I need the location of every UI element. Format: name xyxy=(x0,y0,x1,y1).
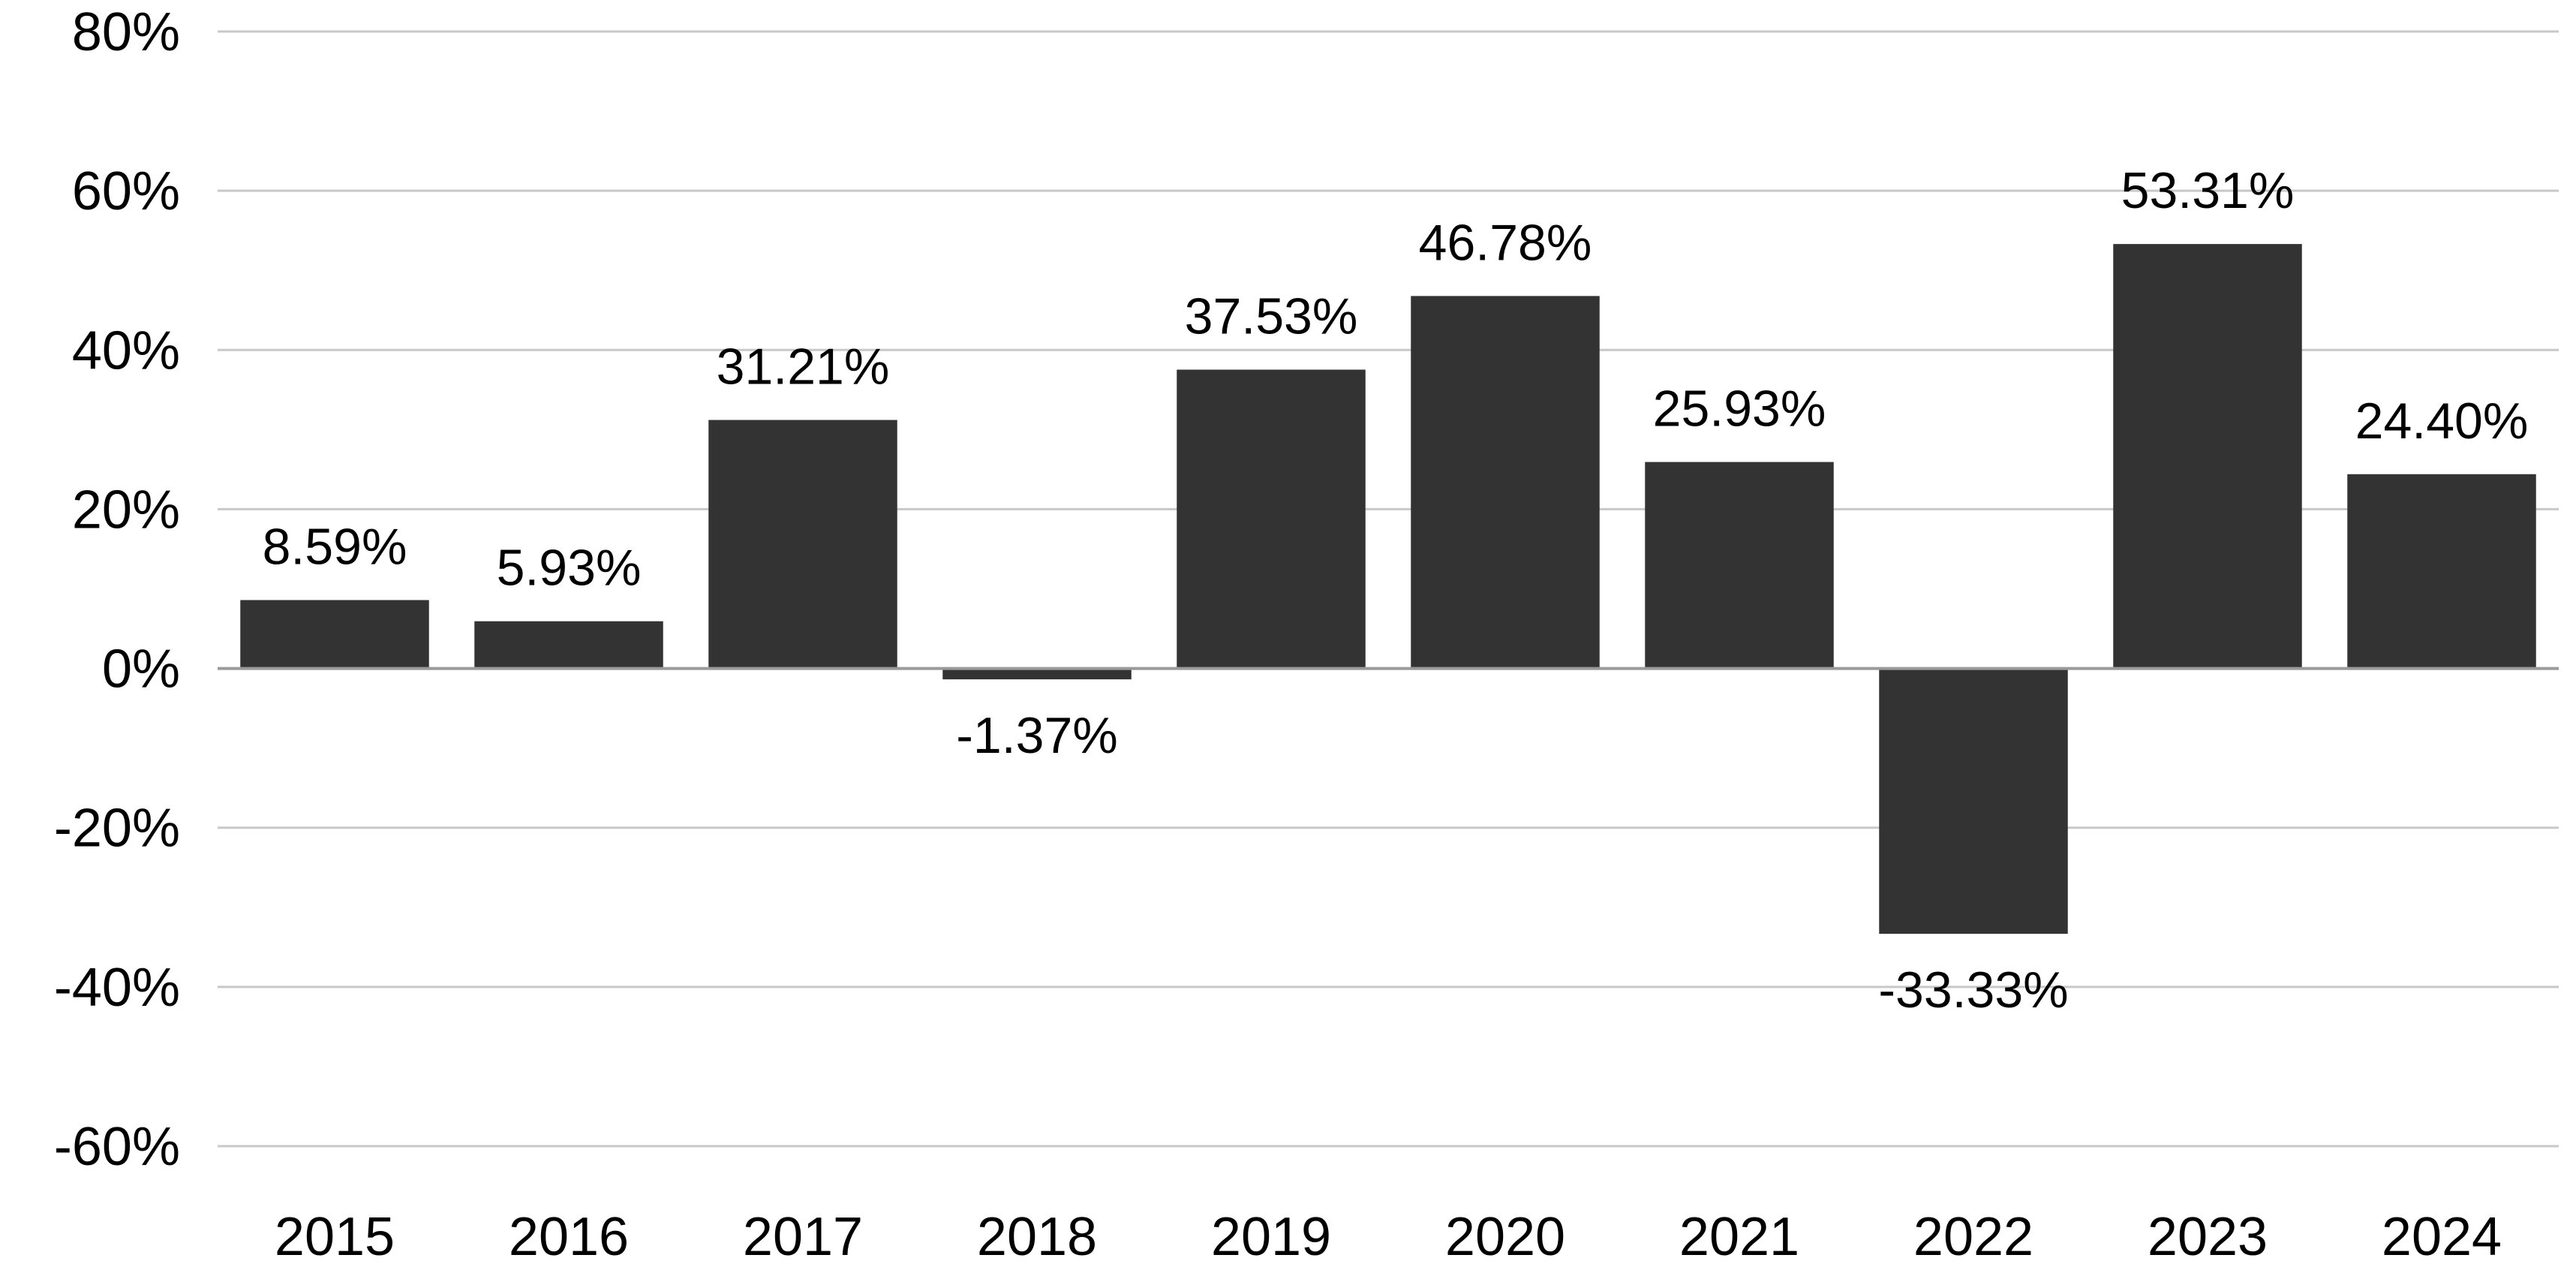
x-tick-label: 2021 xyxy=(1679,1207,1799,1267)
bar-2019 xyxy=(1177,369,1366,669)
bar-2017 xyxy=(708,420,897,669)
x-tick-label: 2019 xyxy=(1211,1207,1331,1267)
x-tick-label: 2015 xyxy=(275,1207,395,1267)
y-tick-label: -20% xyxy=(54,799,180,859)
data-label: 53.31% xyxy=(2121,162,2295,219)
bar-2024 xyxy=(2347,474,2536,669)
y-tick-label: 60% xyxy=(72,161,180,221)
x-tick-label: 2023 xyxy=(2148,1207,2268,1267)
x-tick-label: 2016 xyxy=(509,1207,629,1267)
y-tick-label: 20% xyxy=(72,480,180,540)
data-label: 25.93% xyxy=(1653,381,1826,438)
x-tick-label: 2022 xyxy=(1913,1207,2033,1267)
data-labels: 8.59% 5.93% 31.21% -1.37% 37.53% 46.78% 25.93%… xyxy=(263,162,2529,1019)
bar-2018 xyxy=(942,668,1132,680)
x-axis-tick-labels: 2015 2016 2017 2018 2019 2020 2021 2022 2023 2024 xyxy=(275,1207,2502,1267)
data-label: 24.40% xyxy=(2355,393,2529,450)
bar-2020 xyxy=(1411,296,1600,669)
y-tick-label: 0% xyxy=(102,640,180,700)
data-label: 8.59% xyxy=(263,518,407,575)
gridlines xyxy=(218,30,2559,1148)
x-tick-label: 2020 xyxy=(1445,1207,1565,1267)
bar-2016 xyxy=(474,621,663,669)
bar-2021 xyxy=(1645,462,1834,669)
data-label: -33.33% xyxy=(1878,962,2068,1019)
data-label: 37.53% xyxy=(1185,287,1358,345)
data-label: 5.93% xyxy=(497,540,642,597)
y-tick-label: 40% xyxy=(72,321,180,381)
bar-2023 xyxy=(2113,244,2302,669)
x-tick-label: 2024 xyxy=(2382,1207,2502,1267)
x-tick-label: 2018 xyxy=(977,1207,1097,1267)
y-axis-tick-labels: 80% 60% 40% 20% 0% -20% -40% -60% xyxy=(54,2,180,1177)
bar-2022 xyxy=(1879,668,2068,934)
bars xyxy=(240,244,2536,934)
data-label: -1.37% xyxy=(956,707,1117,764)
bar-2015 xyxy=(240,600,429,669)
y-tick-label: -60% xyxy=(54,1117,180,1177)
y-tick-label: 80% xyxy=(72,2,180,62)
data-label: 46.78% xyxy=(1419,214,1592,271)
data-label: 31.21% xyxy=(717,339,890,396)
y-tick-label: -40% xyxy=(54,958,180,1018)
x-tick-label: 2017 xyxy=(743,1207,863,1267)
